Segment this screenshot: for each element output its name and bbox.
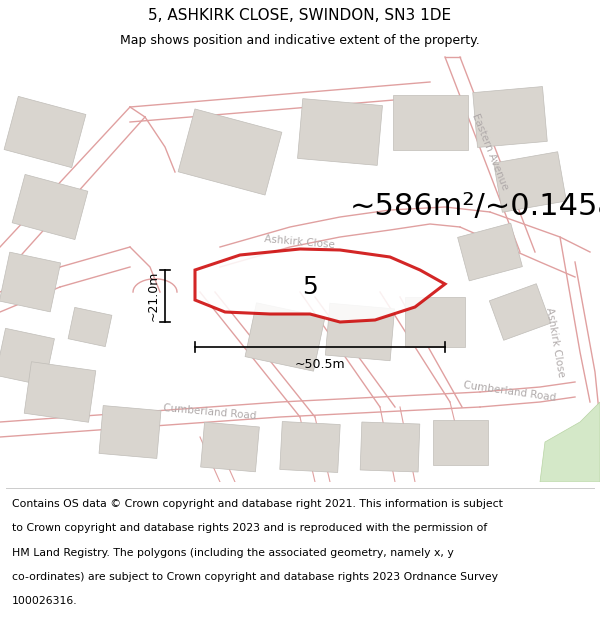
Polygon shape <box>473 86 547 148</box>
Text: HM Land Registry. The polygons (including the associated geometry, namely x, y: HM Land Registry. The polygons (includin… <box>12 548 454 558</box>
Polygon shape <box>360 422 420 472</box>
Polygon shape <box>494 152 566 213</box>
Text: Contains OS data © Crown copyright and database right 2021. This information is : Contains OS data © Crown copyright and d… <box>12 499 503 509</box>
Polygon shape <box>298 99 382 166</box>
Polygon shape <box>200 422 259 472</box>
Polygon shape <box>178 109 282 195</box>
Text: ~586m²/~0.145ac.: ~586m²/~0.145ac. <box>350 192 600 221</box>
Text: 5: 5 <box>302 275 318 299</box>
Polygon shape <box>245 303 325 371</box>
Polygon shape <box>24 362 96 423</box>
Polygon shape <box>458 223 523 281</box>
Text: Eastern Avenue: Eastern Avenue <box>470 112 510 192</box>
Polygon shape <box>195 249 445 322</box>
Polygon shape <box>490 284 551 340</box>
Text: Ashkirk Close: Ashkirk Close <box>544 306 566 378</box>
Polygon shape <box>12 174 88 239</box>
Text: Cumberland Road: Cumberland Road <box>463 381 557 404</box>
Polygon shape <box>0 328 55 386</box>
Polygon shape <box>68 308 112 347</box>
Text: 5, ASHKIRK CLOSE, SWINDON, SN3 1DE: 5, ASHKIRK CLOSE, SWINDON, SN3 1DE <box>148 8 452 22</box>
Polygon shape <box>540 402 600 482</box>
Text: ~50.5m: ~50.5m <box>295 359 346 371</box>
Text: ~21.0m: ~21.0m <box>146 271 160 321</box>
Polygon shape <box>4 96 86 168</box>
Polygon shape <box>325 303 395 361</box>
Polygon shape <box>392 94 467 149</box>
Text: to Crown copyright and database rights 2023 and is reproduced with the permissio: to Crown copyright and database rights 2… <box>12 524 487 534</box>
Polygon shape <box>405 297 465 347</box>
Polygon shape <box>0 252 61 312</box>
Text: Ashkirk Close: Ashkirk Close <box>265 234 335 250</box>
Polygon shape <box>433 419 487 464</box>
Text: co-ordinates) are subject to Crown copyright and database rights 2023 Ordnance S: co-ordinates) are subject to Crown copyr… <box>12 572 498 582</box>
Polygon shape <box>280 421 340 472</box>
Polygon shape <box>99 406 161 458</box>
Text: Map shows position and indicative extent of the property.: Map shows position and indicative extent… <box>120 34 480 47</box>
Text: 100026316.: 100026316. <box>12 596 77 606</box>
Text: Cumberland Road: Cumberland Road <box>163 403 257 421</box>
